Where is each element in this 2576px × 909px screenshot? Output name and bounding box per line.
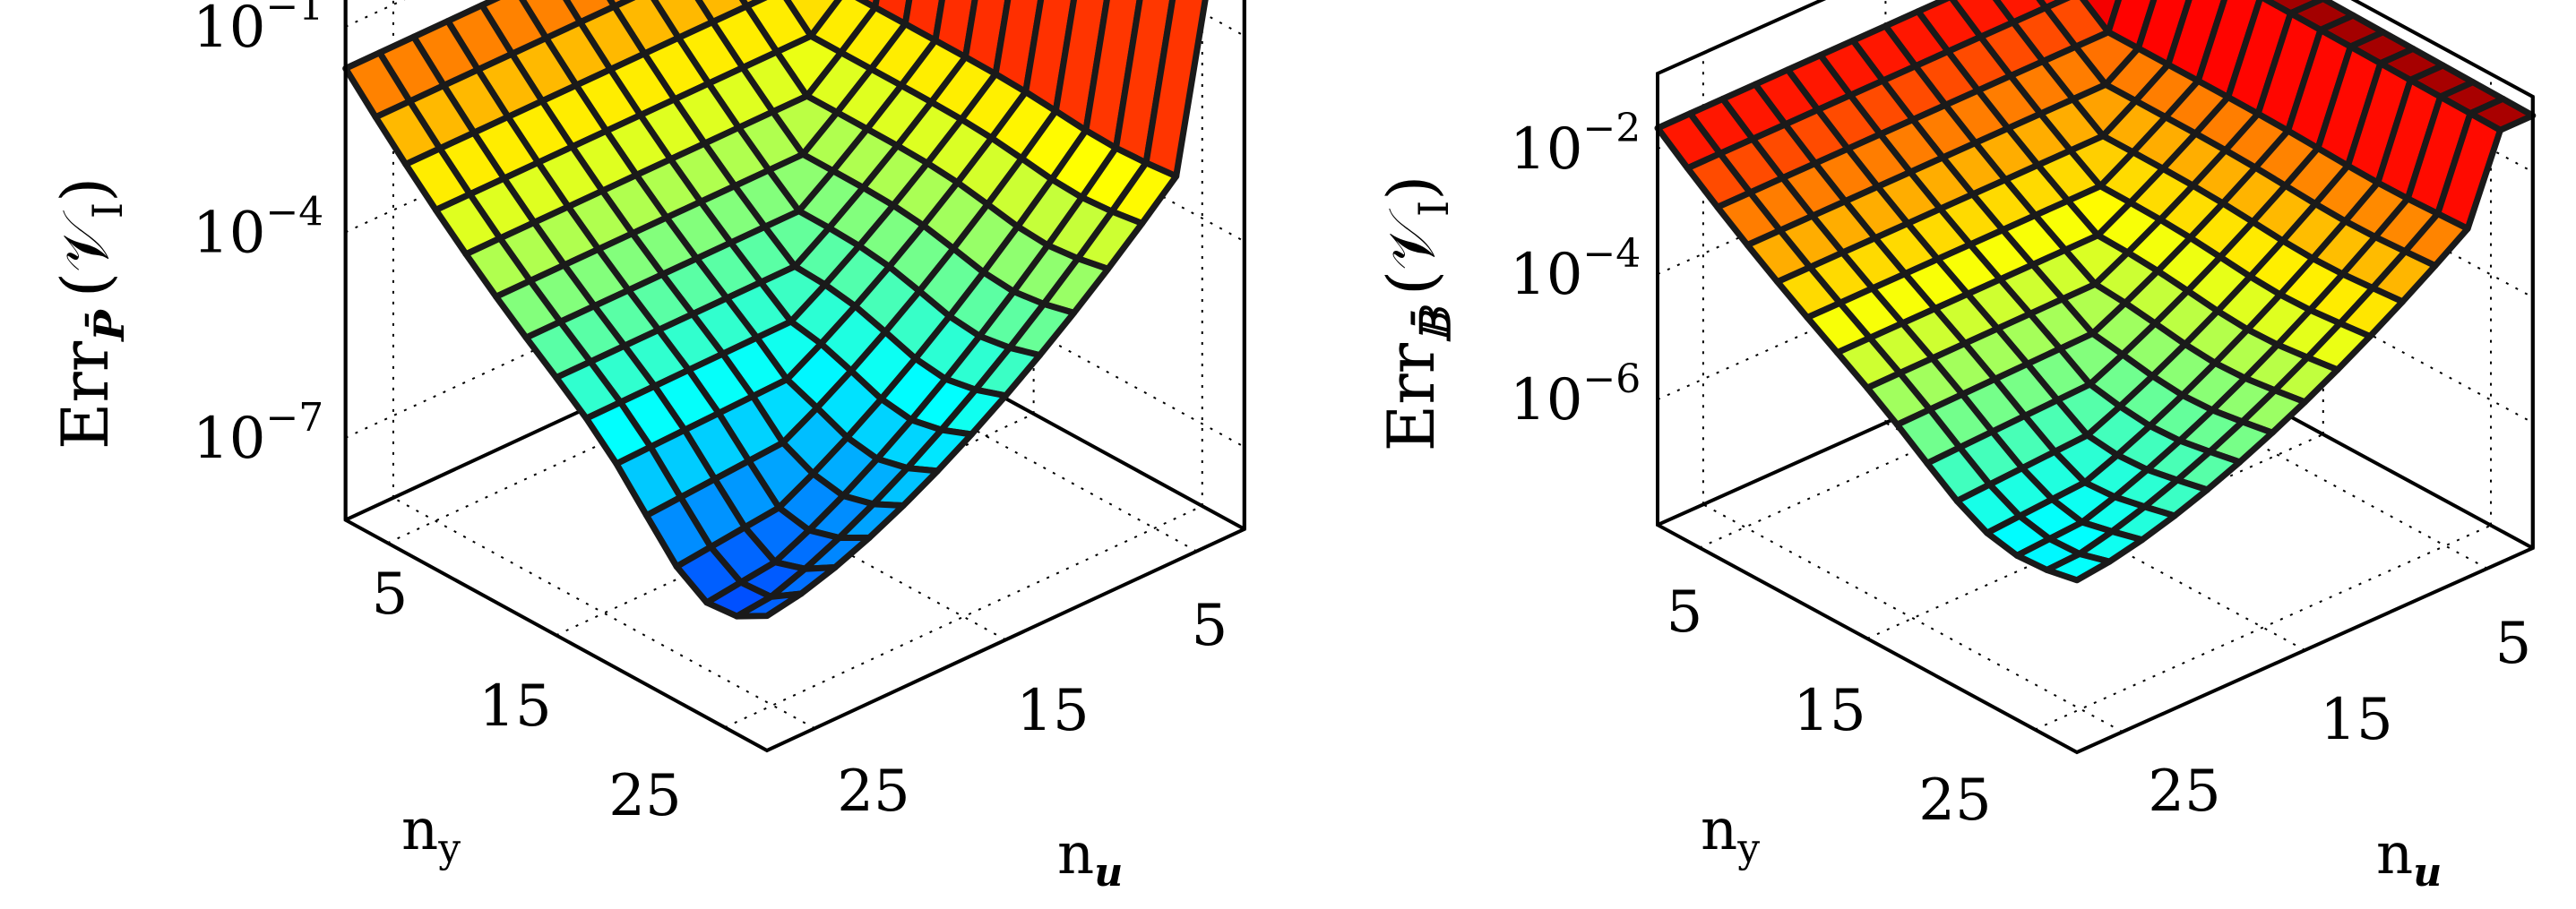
nu-tick-label: 5 [1192, 593, 1228, 659]
ny-tick-label: 5 [372, 562, 409, 628]
grid-line [1702, 503, 2124, 733]
grid-line [724, 505, 1203, 729]
surface [342, 0, 1209, 620]
ny-tick-label: 25 [608, 763, 681, 829]
nu-tick-label: 5 [2495, 611, 2532, 677]
front-edge [343, 0, 1246, 753]
surface-patch [733, 590, 805, 620]
z-tick-label: 10−1 [193, 0, 323, 61]
grid-line [1657, 193, 2534, 424]
nu-tick-label: 25 [2148, 759, 2220, 825]
surface-plot-left: 10−1 10−4 10−7 5 15 25 5 15 25 ny nu ErrP̄(𝒱I) [47, 0, 1246, 896]
z-tick-label: 10−7 [193, 395, 323, 472]
front-edges [1656, 73, 2535, 755]
surface [1654, 0, 2537, 584]
nu-tick-label: 25 [837, 759, 909, 825]
z-tick-label: 10−2 [1510, 106, 1641, 183]
ny-tick-label: 5 [1667, 579, 1703, 646]
nu-tick-label: 15 [1016, 678, 1089, 744]
z-tick-label: 10−4 [1510, 231, 1641, 308]
front-edges [343, 0, 1246, 753]
nu-axis-label: nu [2376, 821, 2442, 896]
ny-tick-label: 15 [1793, 678, 1865, 744]
grid-line [556, 413, 1035, 637]
grid-line [2067, 340, 2488, 570]
ny-axis-label: ny [1701, 797, 1760, 871]
surface-plot-right: 10−2 10−4 10−6 5 15 25 5 15 25 ny nu Err𝔹̄(𝒱I) [1374, 0, 2537, 896]
z-tick-label: 10−4 [193, 189, 323, 266]
grid-line [392, 497, 815, 730]
surface-patch [2044, 550, 2113, 584]
z-tick-label: 10−6 [1510, 356, 1641, 433]
nu-axis-label: nu [1057, 821, 1123, 896]
ny-tick-label: 15 [478, 673, 551, 740]
ny-axis-label: ny [401, 797, 461, 871]
grid-line [387, 321, 866, 545]
z-axis-label: ErrP̄(𝒱I) [47, 177, 134, 450]
ny-tick-label: 25 [1918, 768, 1991, 834]
grid-line [2034, 524, 2492, 731]
nu-tick-label: 15 [2320, 687, 2392, 753]
z-axis-label: Err𝔹̄(𝒱I) [1374, 176, 1460, 452]
front-edge [1656, 73, 2535, 755]
